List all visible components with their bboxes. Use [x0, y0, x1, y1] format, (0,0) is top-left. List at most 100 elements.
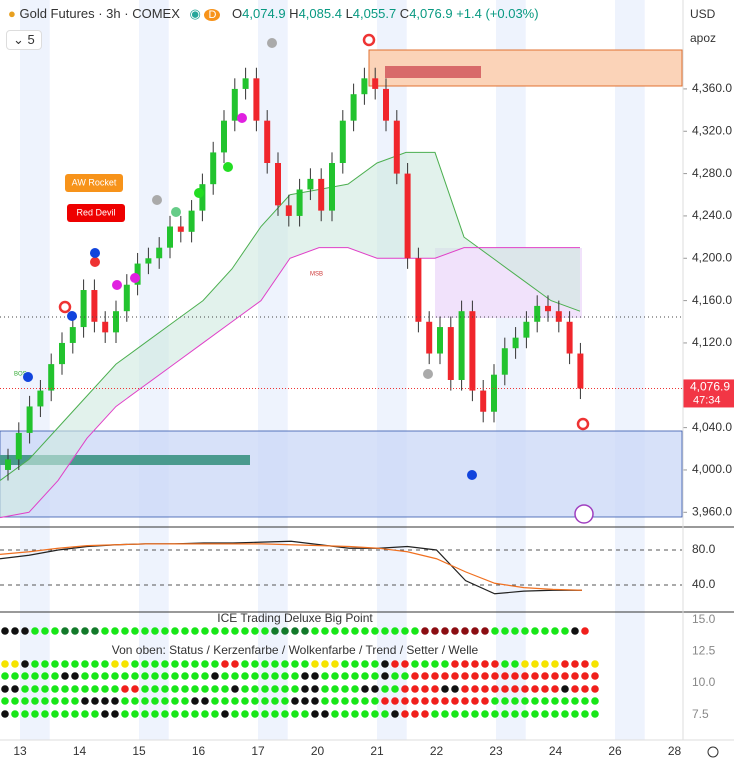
status-dot — [31, 685, 39, 693]
y-tick-label: 4,120.0 — [692, 335, 732, 349]
status-dot — [11, 660, 19, 668]
status-dot — [541, 660, 549, 668]
status-dot — [151, 672, 159, 680]
bar-block — [385, 66, 481, 78]
currency[interactable]: USD — [690, 7, 716, 21]
status-dot — [381, 697, 389, 705]
badge: D — [204, 9, 221, 21]
candle-body — [102, 321, 109, 333]
status-dot — [331, 710, 339, 718]
status-dot — [11, 710, 19, 718]
status-dot — [461, 672, 469, 680]
candle-body — [318, 178, 325, 211]
status-dot — [341, 627, 349, 635]
status-dot — [231, 710, 239, 718]
status-dot — [161, 710, 169, 718]
status-dot — [571, 660, 579, 668]
status-dot — [421, 685, 429, 693]
x-tick-label: 28 — [668, 744, 682, 758]
status-dot — [51, 697, 59, 705]
status-dot — [181, 710, 189, 718]
y-tick-label: 3,960.0 — [692, 504, 732, 518]
status-dot — [61, 627, 69, 635]
settings-icon[interactable] — [707, 746, 719, 758]
status-dot — [311, 710, 319, 718]
status-dot — [311, 672, 319, 680]
bar-block — [0, 455, 250, 465]
status-dot — [251, 660, 259, 668]
status-dot — [451, 627, 459, 635]
candle-body — [372, 78, 379, 89]
candle-body — [177, 226, 184, 232]
status-dot — [521, 672, 529, 680]
status-dot — [411, 627, 419, 635]
status-dot — [541, 697, 549, 705]
status-dot — [191, 627, 199, 635]
status-dot — [121, 685, 129, 693]
status-dot — [421, 710, 429, 718]
status-dot — [451, 710, 459, 718]
status-dot — [131, 627, 139, 635]
signal-marker — [152, 195, 162, 205]
status-dot — [531, 685, 539, 693]
status-dot — [91, 627, 99, 635]
x-tick-label: 13 — [13, 744, 27, 758]
price-tag — [683, 379, 734, 408]
status-dot — [411, 660, 419, 668]
status: ◉ — [189, 6, 201, 21]
status-dot — [121, 697, 129, 705]
status-dot — [331, 685, 339, 693]
status-dot — [161, 697, 169, 705]
status-dot — [311, 697, 319, 705]
status-dot — [411, 710, 419, 718]
oscillator-line — [0, 543, 583, 591]
symbol[interactable]: Gold Futures · 3h · COMEX — [19, 6, 180, 21]
account[interactable]: apoz — [690, 31, 717, 45]
countdown: 47:34 — [693, 394, 721, 406]
status-dot — [461, 627, 469, 635]
y-tick-label: 4,200.0 — [692, 250, 732, 264]
signal-marker — [194, 188, 204, 198]
status-dot — [441, 685, 449, 693]
candle-body — [437, 327, 443, 354]
status-dot — [271, 697, 279, 705]
status-dot — [101, 672, 109, 680]
status-dot — [51, 627, 59, 635]
status-dot — [321, 685, 329, 693]
status-dot — [361, 697, 369, 705]
status-dot — [361, 672, 369, 680]
status-dot — [41, 627, 49, 635]
candle-body — [426, 321, 433, 354]
signal-marker — [67, 311, 77, 321]
status-dot — [341, 697, 349, 705]
candle-body — [393, 120, 400, 174]
status-dot — [261, 627, 269, 635]
day-stripe — [615, 0, 645, 740]
x-tick-label: 17 — [251, 744, 265, 758]
status-dot — [251, 710, 259, 718]
status-dot — [381, 672, 389, 680]
icon: ● — [8, 6, 16, 21]
status-dot — [111, 660, 119, 668]
status-dot — [251, 685, 259, 693]
candle-body — [383, 88, 389, 121]
status-dot — [101, 710, 109, 718]
status-dot — [261, 697, 269, 705]
status-dot — [391, 672, 399, 680]
status-dot — [561, 697, 569, 705]
status-dot — [351, 672, 359, 680]
status-dot — [81, 660, 89, 668]
y-tick-label: 4,360.0 — [692, 81, 732, 95]
interval-box[interactable]: ⌄ 5 — [6, 30, 42, 50]
candle-body — [329, 163, 335, 211]
status-dot — [511, 660, 519, 668]
y-tick-label: 10.0 — [692, 675, 716, 689]
status-dot — [31, 627, 39, 635]
candle-body — [296, 189, 303, 216]
status-dot — [431, 697, 439, 705]
status-dot — [31, 697, 39, 705]
status-dot — [11, 685, 19, 693]
status-dot — [281, 660, 289, 668]
status-dot — [161, 627, 169, 635]
